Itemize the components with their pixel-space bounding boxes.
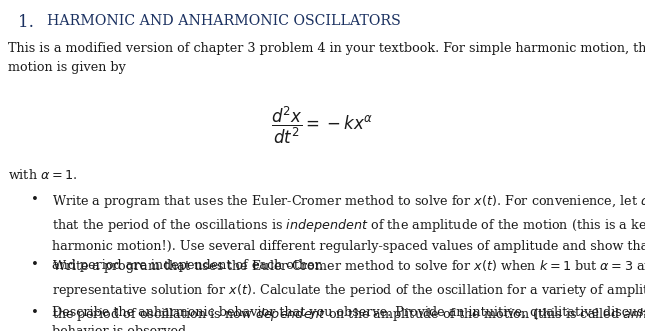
Text: This is a modified version of chapter 3 problem 4 in your textbook. For simple h: This is a modified version of chapter 3 … [8,42,645,74]
Text: 1.: 1. [18,14,45,31]
Text: •: • [31,258,39,271]
Text: •: • [31,193,39,206]
Text: with $\alpha = 1$.: with $\alpha = 1$. [8,168,77,182]
Text: •: • [31,306,39,319]
Text: $\dfrac{d^2x}{dt^2} = -kx^{\alpha}$: $\dfrac{d^2x}{dt^2} = -kx^{\alpha}$ [272,105,373,146]
Text: Write a program that uses the Euler-Cromer method to solve for $x(t)$. For conve: Write a program that uses the Euler-Crom… [52,193,645,271]
Text: Describe the anharmonic behavior that you observe. Provide an intuitive, qualita: Describe the anharmonic behavior that yo… [52,306,645,331]
Text: Write a program that uses the Euler-Cromer method to solve for $x(t)$ when $k = : Write a program that uses the Euler-Crom… [52,258,645,323]
Text: HARMONIC AND ANHARMONIC OSCILLATORS: HARMONIC AND ANHARMONIC OSCILLATORS [47,14,401,28]
